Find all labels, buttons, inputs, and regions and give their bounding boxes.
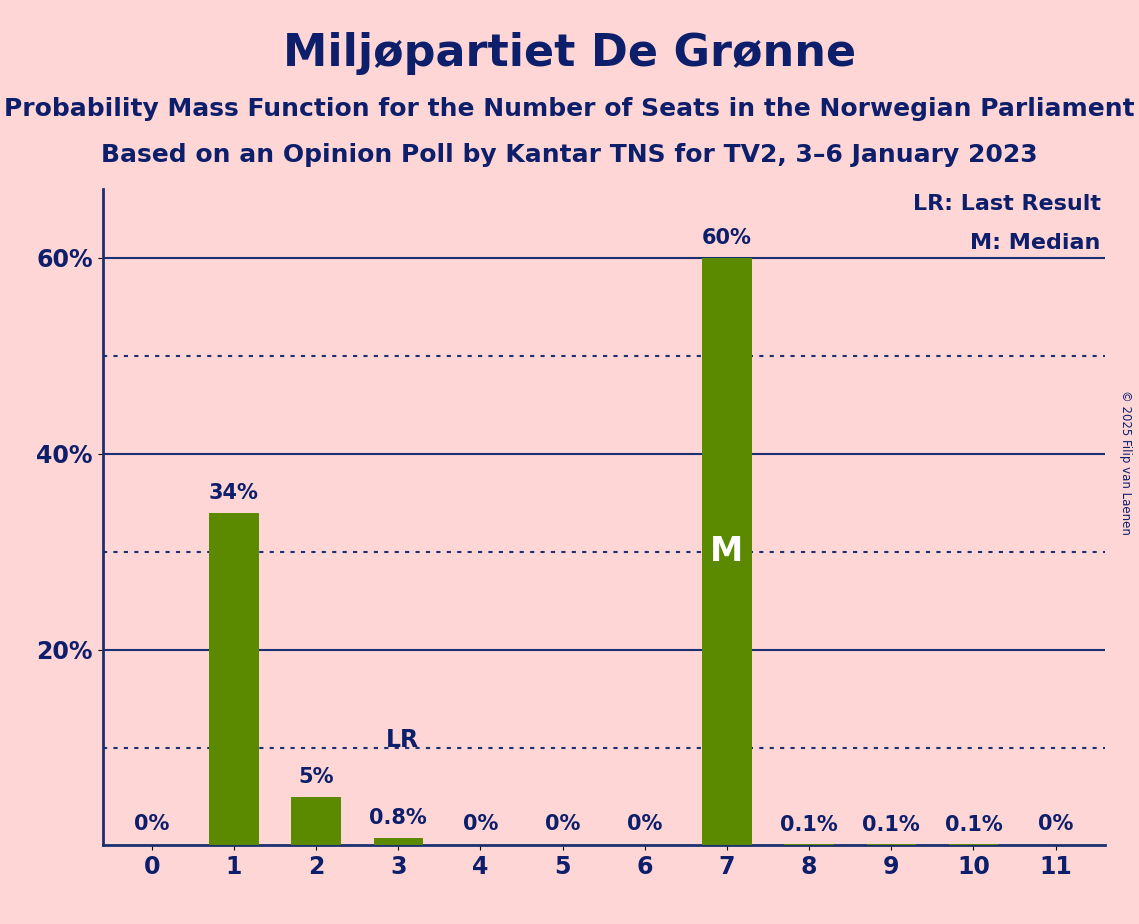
Text: 0.1%: 0.1% xyxy=(944,815,1002,834)
Text: 0.1%: 0.1% xyxy=(780,815,838,834)
Bar xyxy=(374,838,423,845)
Bar xyxy=(292,796,341,845)
Text: © 2025 Filip van Laenen: © 2025 Filip van Laenen xyxy=(1118,390,1132,534)
Text: 0%: 0% xyxy=(1038,814,1073,833)
Text: 0%: 0% xyxy=(462,814,498,833)
Text: Probability Mass Function for the Number of Seats in the Norwegian Parliament: Probability Mass Function for the Number… xyxy=(5,97,1134,121)
Text: M: Median: M: Median xyxy=(970,234,1100,253)
Text: M: M xyxy=(711,535,744,568)
Text: 60%: 60% xyxy=(702,228,752,249)
Text: LR: Last Result: LR: Last Result xyxy=(912,194,1100,214)
Text: 5%: 5% xyxy=(298,767,334,786)
Text: 0.1%: 0.1% xyxy=(862,815,920,834)
Text: 0%: 0% xyxy=(544,814,580,833)
Text: 0%: 0% xyxy=(134,814,170,833)
Text: Based on an Opinion Poll by Kantar TNS for TV2, 3–6 January 2023: Based on an Opinion Poll by Kantar TNS f… xyxy=(101,143,1038,167)
Text: Miljøpartiet De Grønne: Miljøpartiet De Grønne xyxy=(282,32,857,76)
Text: 0%: 0% xyxy=(628,814,663,833)
Bar xyxy=(210,513,259,845)
Bar xyxy=(703,258,752,845)
Text: LR: LR xyxy=(386,728,419,752)
Text: 0.8%: 0.8% xyxy=(369,808,427,828)
Text: 34%: 34% xyxy=(210,482,259,503)
